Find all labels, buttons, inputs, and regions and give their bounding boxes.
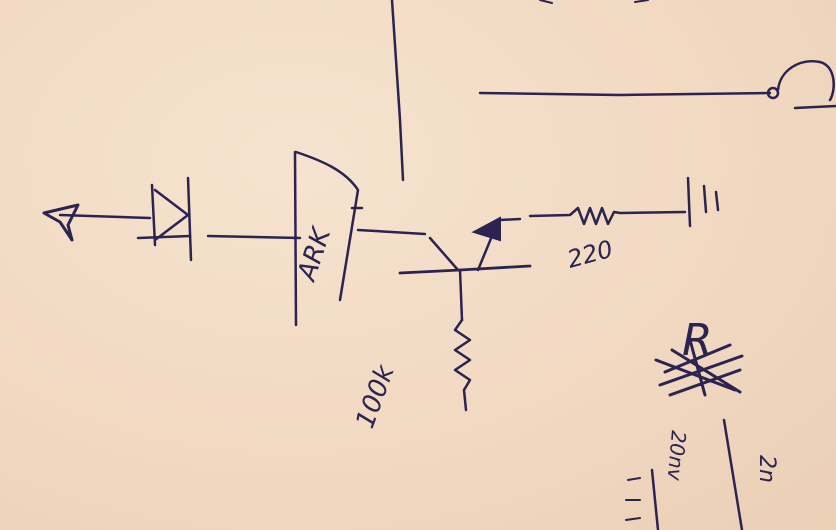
transistor-collector bbox=[428, 236, 460, 272]
transistor-emitter bbox=[476, 234, 494, 272]
transistor-arrow bbox=[471, 216, 501, 242]
ark-block bbox=[293, 150, 360, 327]
wire-block-transistor bbox=[350, 206, 427, 236]
diode-base-line bbox=[136, 234, 192, 240]
wire-diode-block bbox=[206, 234, 302, 240]
top-edge-marks bbox=[539, 0, 649, 4]
diode-cathode-bar bbox=[186, 176, 193, 262]
diode-anode-bar bbox=[150, 183, 157, 247]
resistor-bottom bbox=[453, 318, 472, 412]
annotation-marks bbox=[625, 477, 641, 521]
divider-right bbox=[722, 418, 744, 530]
resistor-top bbox=[498, 206, 687, 226]
annotation-col1: 2n bbox=[754, 455, 779, 483]
vertical-wire-top bbox=[390, 0, 405, 182]
resistor-bottom-label: 100k bbox=[350, 360, 401, 432]
star-terminal bbox=[42, 203, 80, 242]
transistor-base-bar bbox=[398, 264, 532, 275]
resistor-top-label: 220 bbox=[564, 235, 615, 274]
wire-top-right bbox=[478, 91, 772, 97]
divider-left bbox=[650, 468, 660, 530]
scribble-cross bbox=[654, 338, 744, 397]
annotation-col2: 20nv bbox=[663, 430, 691, 483]
diode-triangle bbox=[153, 188, 190, 242]
wire-transistor-down bbox=[458, 268, 464, 322]
ground-symbol bbox=[686, 176, 720, 228]
terminal-circle bbox=[766, 86, 780, 100]
loop-symbol bbox=[776, 59, 836, 110]
wire-left bbox=[58, 213, 152, 220]
ark-label: ARK bbox=[292, 223, 338, 286]
